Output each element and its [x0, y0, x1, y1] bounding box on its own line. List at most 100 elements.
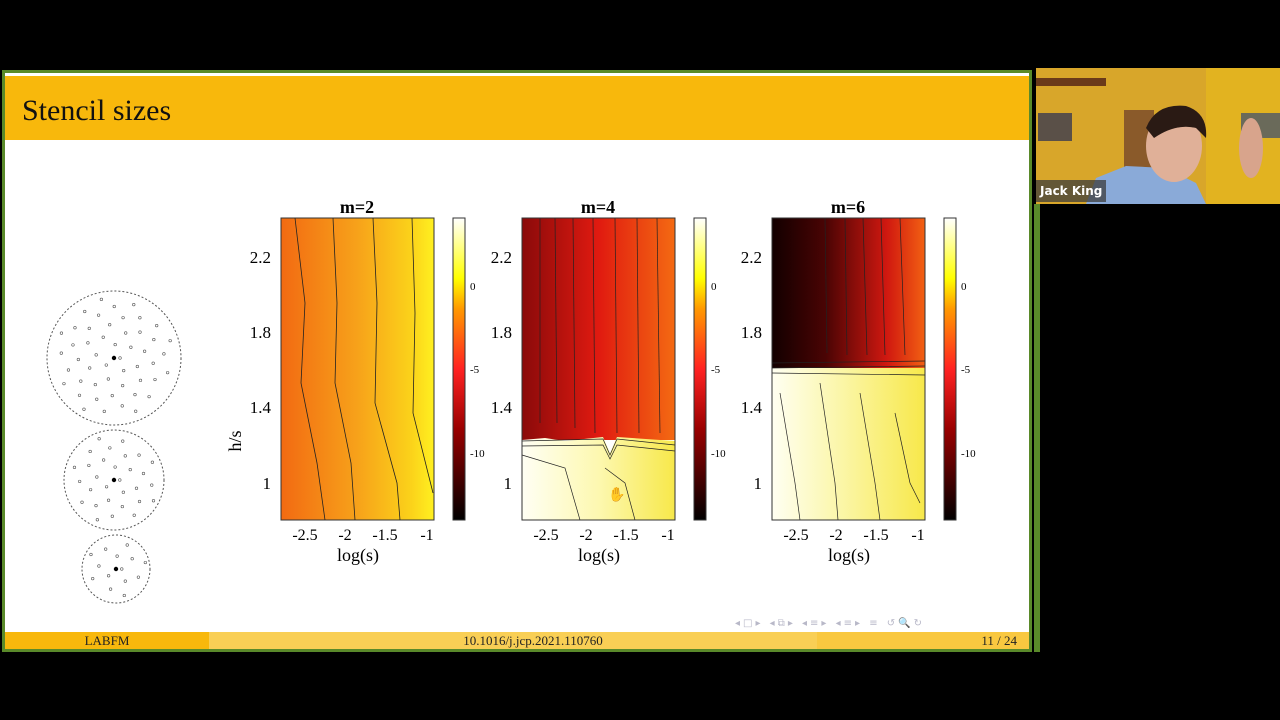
x-tick-label: -1: [661, 527, 674, 544]
panel-title-m6: m=6: [831, 197, 865, 217]
stencil-node: [82, 407, 86, 411]
colorbar-m6: [943, 217, 957, 521]
stencil-node: [93, 382, 97, 387]
stencil-center-node: [113, 566, 119, 572]
colorbar-tick-label: -10: [711, 448, 726, 460]
stencil-node: [101, 335, 105, 339]
stencil-node: [151, 499, 156, 503]
stencil-node: [108, 323, 112, 327]
panel-m6: m=6: [771, 197, 957, 521]
stencil-node: [88, 449, 92, 454]
y-tick-label: 1: [504, 474, 513, 493]
stencil-node: [122, 593, 126, 598]
x-axis-label: log(s): [578, 545, 620, 566]
stencil-node: [66, 368, 71, 372]
stencil-node: [99, 297, 103, 301]
stencil-node: [112, 304, 116, 309]
contour-plot-m4: [521, 217, 676, 521]
beamer-navigation-icons[interactable]: ◂□▸ ◂⧉▸ ◂≡▸ ◂≡▸ ≡ ↺🔍↻: [735, 618, 925, 629]
stencil-node: [76, 357, 80, 362]
stencil-node: [135, 364, 139, 369]
stencil-node: [133, 393, 137, 397]
stencil-center-node: [111, 355, 117, 361]
stencil-node: [124, 331, 128, 335]
stencil-node: [62, 382, 66, 386]
stencil-node: [115, 554, 119, 558]
stencil-node: [59, 351, 63, 355]
stencil-node: [132, 303, 136, 307]
y-tick-label: 1.8: [741, 323, 762, 342]
stencil-node: [104, 485, 109, 489]
colorbar-tick-label: -10: [961, 448, 976, 460]
stencil-node: [121, 316, 125, 320]
x-tick-label: -2: [579, 527, 592, 544]
stencil-node: [128, 468, 132, 472]
colorbar-tick-label: 0: [961, 281, 967, 293]
stencil-diagrams: [46, 290, 182, 604]
stencil-node: [150, 460, 154, 464]
contour-plot-m6: [771, 217, 926, 521]
stencil-node: [168, 339, 172, 343]
stencil-node: [152, 337, 156, 342]
stencil-large: [46, 290, 182, 426]
stencil-node: [78, 479, 82, 484]
panel-m4: m=4: [521, 197, 707, 521]
stencil-node: [77, 393, 82, 397]
stencil-node: [138, 378, 143, 382]
stencil-node: [121, 439, 125, 443]
slide-title: Stencil sizes: [22, 94, 172, 127]
stencil-node: [95, 518, 99, 522]
y-axis-label: h/s: [225, 430, 245, 451]
stencil-node: [110, 394, 114, 398]
stencil-node: [120, 404, 124, 408]
x-tick-label: -1.5: [863, 527, 888, 544]
y-tick-label: 1.4: [250, 398, 272, 417]
stencil-node: [80, 500, 84, 504]
stencil-node: [108, 587, 113, 591]
stencil-node: [91, 577, 95, 581]
stencil-node: [73, 326, 77, 330]
stencil-node: [155, 323, 159, 328]
x-tick-label: -2.5: [533, 527, 558, 544]
stencil-node: [86, 341, 90, 345]
stencil-node: [123, 579, 127, 583]
stencil-small: [81, 534, 151, 604]
webcam-video[interactable]: Jack King: [1036, 68, 1280, 204]
stencil-node: [89, 552, 93, 557]
colorbar-tick-label: 0: [711, 281, 717, 293]
stencil-node: [134, 409, 138, 413]
panel-title-m2: m=2: [340, 197, 374, 217]
colorbar-tick-label: -5: [470, 364, 480, 376]
colorbar-m2: [452, 217, 466, 521]
stencil-medium: [63, 429, 165, 531]
x-tick-label: -2.5: [292, 527, 317, 544]
colorbar-tick-label: -5: [711, 364, 721, 376]
y-tick-label: 1.4: [741, 398, 763, 417]
stencil-node: [120, 567, 124, 571]
y-tick-label: 2.2: [491, 248, 512, 267]
x-tick-label: -1.5: [372, 527, 397, 544]
y-tick-label: 2.2: [250, 248, 271, 267]
stencil-node: [59, 331, 64, 335]
stencil-node: [110, 514, 114, 518]
stencil-node: [125, 543, 129, 547]
stencil-node: [132, 513, 136, 517]
stencil-node: [79, 379, 83, 383]
contour-plot-m2: [280, 217, 435, 521]
x-axis-label: log(s): [828, 545, 870, 566]
stencil-node: [143, 560, 147, 565]
stencil-node: [150, 483, 154, 487]
x-tick-label: -2: [829, 527, 842, 544]
stencil-node: [120, 504, 124, 509]
stencil-center-node: [111, 477, 117, 483]
stencil-node: [87, 326, 91, 330]
panel-title-m4: m=4: [581, 197, 615, 217]
window-border: [1034, 204, 1040, 652]
stencil-node: [166, 371, 170, 375]
y-tick-label: 1.8: [250, 323, 271, 342]
stencil-node: [97, 437, 101, 441]
colorbar-tick-label: -5: [961, 364, 971, 376]
stencil-node: [138, 330, 142, 334]
stencil-node: [137, 453, 141, 457]
stencil-node: [122, 369, 126, 373]
